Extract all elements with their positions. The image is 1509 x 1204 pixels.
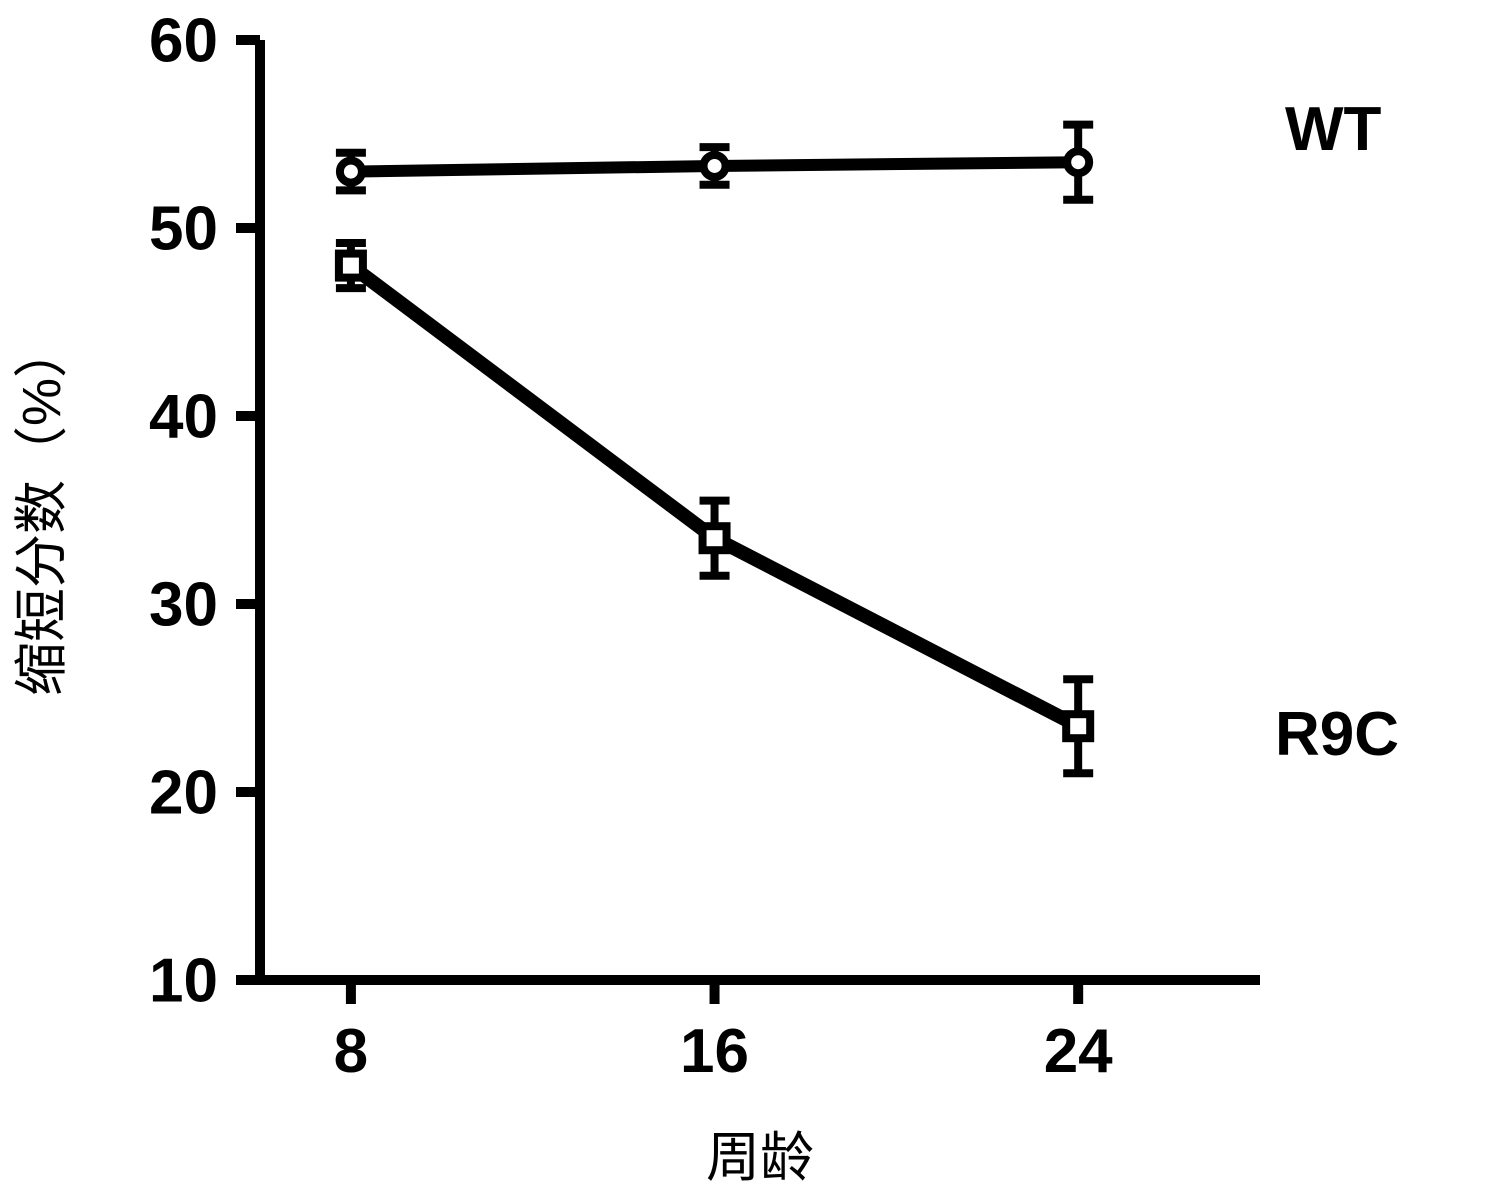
x-tick-label: 24 — [1044, 1017, 1113, 1086]
y-tick-label: 30 — [149, 571, 218, 640]
y-tick-label: 50 — [149, 195, 218, 264]
chart-container: 10 20 30 40 50 60 8 16 24 WT R9C 缩短分数（%） 周龄 — [0, 0, 1509, 1204]
x-tick-label: 8 — [334, 1017, 368, 1086]
marker-r9c — [703, 526, 727, 550]
y-tick-label: 60 — [149, 7, 218, 76]
y-tick-label: 40 — [149, 383, 218, 452]
series-label-wt: WT — [1285, 95, 1382, 164]
marker-r9c — [339, 254, 363, 278]
marker-wt — [704, 155, 726, 177]
series-label-r9c: R9C — [1275, 700, 1399, 769]
y-tick-label: 10 — [149, 947, 218, 1016]
y-axis-title: 缩短分数（%） — [12, 324, 72, 696]
marker-wt — [340, 161, 362, 183]
line-chart: 10 20 30 40 50 60 8 16 24 WT R9C 缩短分数（%） 周龄 — [0, 0, 1509, 1204]
marker-wt — [1067, 151, 1089, 173]
x-axis-title: 周龄 — [706, 1128, 814, 1188]
x-tick-label: 16 — [680, 1017, 749, 1086]
y-tick-label: 20 — [149, 759, 218, 828]
marker-r9c — [1066, 714, 1090, 738]
